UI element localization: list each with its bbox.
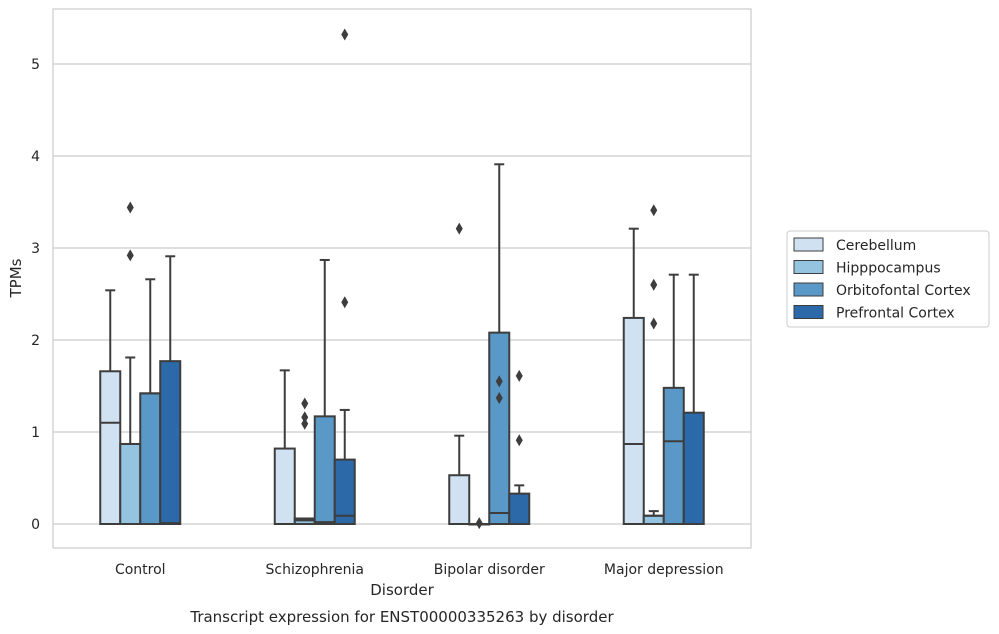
box — [622, 316, 645, 526]
outlier-point — [301, 411, 309, 424]
y-axis-title: TPMs — [7, 258, 25, 298]
box — [313, 415, 336, 525]
y-tick-label: 3 — [31, 241, 40, 257]
outlier-point — [495, 375, 503, 388]
legend-swatch — [793, 305, 824, 319]
box — [682, 411, 705, 525]
box — [488, 331, 511, 526]
box — [273, 447, 296, 525]
legend-label: Hipppocampus — [836, 261, 941, 277]
outlier-point — [650, 204, 658, 217]
y-axis: 0 1 2 3 4 5 — [31, 57, 40, 533]
box — [139, 392, 162, 525]
series-cerebellum — [99, 222, 645, 526]
x-tick-label: Major depression — [604, 562, 724, 578]
legend-label: Cerebellum — [836, 238, 916, 254]
legend-swatch — [793, 282, 824, 297]
outlier-point — [301, 397, 309, 410]
box-series — [99, 28, 705, 530]
series-prefrontal-cortex — [159, 28, 705, 526]
outlier-point — [126, 249, 134, 262]
plot-frame — [52, 8, 752, 549]
y-tick-label: 0 — [31, 517, 40, 533]
box — [448, 474, 471, 525]
legend-swatch — [793, 237, 824, 252]
box — [119, 442, 142, 525]
outlier-point — [650, 317, 658, 330]
box — [642, 514, 665, 525]
outlier-point — [475, 517, 483, 530]
box — [99, 370, 122, 525]
outlier-point — [515, 434, 523, 447]
box — [333, 458, 356, 526]
x-tick-label: Bipolar disorder — [434, 562, 545, 578]
outlier-point — [301, 417, 309, 430]
y-tick-label: 1 — [31, 425, 40, 441]
outlier-point — [455, 222, 463, 235]
chart-caption: Transcript expression for ENST0000033526… — [189, 608, 614, 626]
legend-label: Orbitofontal Cortex — [836, 283, 971, 299]
legend: Cerebellum Hipppocampus Orbitofontal Corte… — [786, 230, 990, 328]
x-axis: Control Schizophrenia Bipolar disorder Majo… — [115, 562, 724, 578]
outlier-point — [495, 391, 503, 404]
series-orbitofontal-cortex — [139, 163, 685, 526]
outlier-point — [126, 201, 134, 214]
box — [159, 360, 182, 525]
outlier-point — [341, 296, 349, 309]
legend-label: Prefrontal Cortex — [836, 306, 955, 322]
x-tick-label: Schizophrenia — [266, 562, 364, 578]
y-tick-label: 5 — [31, 57, 40, 73]
box — [662, 386, 685, 525]
x-axis-title: Disorder — [370, 581, 434, 599]
outlier-point — [515, 369, 523, 382]
outlier-point — [650, 278, 658, 291]
outlier-point — [341, 28, 349, 41]
x-tick-label: Control — [115, 562, 166, 578]
box — [508, 492, 531, 526]
y-tick-label: 2 — [31, 333, 40, 349]
legend-frame — [786, 230, 990, 328]
legend-swatch — [793, 260, 824, 274]
y-tick-label: 4 — [31, 149, 40, 165]
